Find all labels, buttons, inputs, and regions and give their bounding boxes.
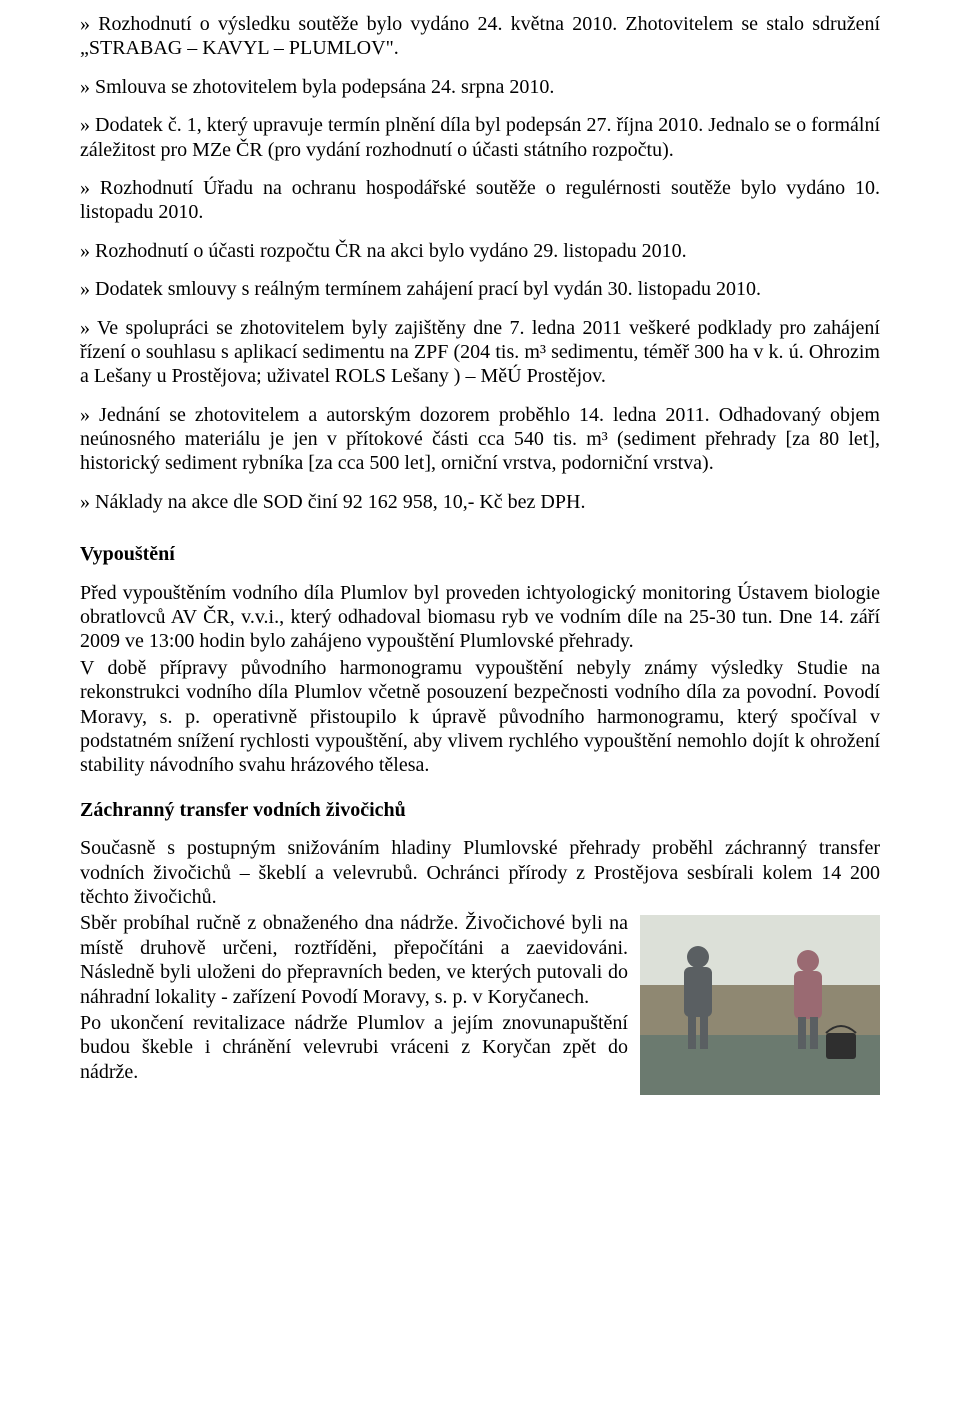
para-meeting-volume: » Jednání se zhotovitelem a autorským do…	[80, 403, 880, 476]
para-zpf-application: » Ve spolupráci se zhotovitelem byly zaj…	[80, 316, 880, 389]
heading-zachranny-transfer: Záchranný transfer vodních živočichů	[80, 798, 880, 822]
para-budget-decision: » Rozhodnutí o účasti rozpočtu ČR na akc…	[80, 239, 880, 263]
transfer-wrap-block: Sběr probíhal ručně z obnaženého dna nád…	[80, 911, 880, 1098]
transfer-photo	[640, 915, 880, 1095]
para-harmonogram: V době přípravy původního harmonogramu v…	[80, 656, 880, 778]
heading-vypousteni: Vypouštění	[80, 542, 880, 566]
para-costs-sod: » Náklady na akce dle SOD činí 92 162 95…	[80, 490, 880, 514]
para-contract-signed: » Smlouva se zhotovitelem byla podepsána…	[80, 75, 880, 99]
para-uohs-decision: » Rozhodnutí Úřadu na ochranu hospodářsk…	[80, 176, 880, 225]
para-addendum-real-term: » Dodatek smlouvy s reálným termínem zah…	[80, 277, 880, 301]
para-transfer-intro: Současně s postupným snižováním hladiny …	[80, 836, 880, 909]
para-result-decision: » Rozhodnutí o výsledku soutěže bylo vyd…	[80, 12, 880, 61]
para-monitoring: Před vypouštěním vodního díla Plumlov by…	[80, 581, 880, 654]
para-addendum-1: » Dodatek č. 1, který upravuje termín pl…	[80, 113, 880, 162]
